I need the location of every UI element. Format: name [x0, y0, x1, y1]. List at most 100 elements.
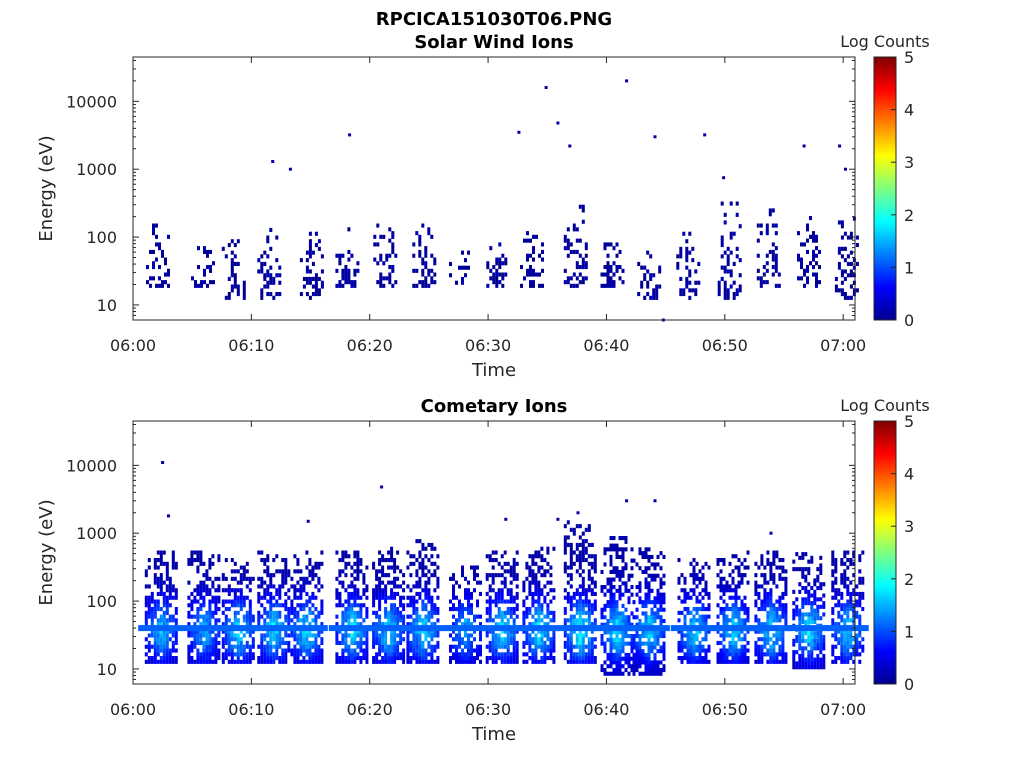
data-cell [566, 591, 570, 596]
data-cell [461, 648, 464, 653]
data-cell [846, 254, 850, 259]
data-cell [206, 283, 209, 288]
data-cell [165, 640, 169, 645]
data-cell [347, 652, 351, 657]
data-cell [569, 640, 573, 645]
data-cell [584, 265, 588, 270]
data-cell [305, 614, 309, 619]
data-cell [227, 637, 231, 642]
data-cell [233, 599, 237, 604]
data-cell [840, 648, 844, 653]
data-cell [525, 561, 529, 566]
data-cell [381, 595, 385, 600]
data-cell [606, 242, 610, 247]
data-cell [587, 527, 591, 532]
data-cell [302, 284, 306, 289]
data-cell [537, 637, 541, 642]
data-cell [772, 633, 776, 638]
data-cell [242, 280, 246, 285]
data-cell [807, 635, 811, 640]
data-cell [552, 629, 556, 634]
data-cell [427, 595, 431, 600]
data-cell [308, 558, 312, 563]
data-cell [390, 656, 394, 661]
data-cell [769, 591, 773, 596]
data-cell [732, 261, 736, 266]
data-cell [509, 565, 513, 570]
data-cell [278, 640, 282, 645]
data-cell [765, 268, 769, 273]
data-cell [816, 578, 820, 583]
data-cell [498, 280, 502, 285]
data-cell [552, 640, 556, 645]
data-point [271, 160, 275, 163]
data-cell [409, 554, 413, 559]
data-cell [778, 607, 782, 612]
data-cell [618, 615, 622, 620]
data-cell [287, 588, 291, 593]
data-cell [855, 288, 859, 293]
data-cell [359, 648, 363, 653]
data-cell [347, 561, 351, 566]
data-cell [260, 254, 264, 259]
data-cell [615, 641, 619, 646]
data-cell [522, 659, 526, 664]
data-cell [406, 633, 410, 638]
data-cell [766, 599, 770, 604]
data-cell [464, 629, 467, 634]
data-cell [731, 648, 735, 653]
data-cell [650, 577, 654, 582]
data-cell [245, 656, 249, 661]
data-cell [855, 591, 859, 596]
data-cell [618, 622, 622, 627]
plot-frame [132, 420, 856, 685]
data-cell [381, 640, 385, 645]
data-cell [406, 565, 410, 570]
data-cell [245, 644, 249, 649]
data-cell [852, 588, 856, 593]
colorbar-tick-label: 5 [904, 48, 914, 67]
data-cell [406, 603, 410, 608]
data-cell [698, 569, 702, 574]
data-cell [807, 597, 811, 602]
data-cell [461, 277, 464, 282]
data-cell [819, 650, 823, 655]
data-cell [689, 633, 693, 638]
data-cell [819, 563, 823, 568]
data-cell [390, 614, 394, 619]
data-cell [391, 234, 395, 239]
data-cell [488, 644, 492, 649]
data-cell [461, 250, 464, 255]
data-cell [284, 629, 288, 634]
data-cell [362, 588, 366, 593]
data-cell [680, 640, 684, 645]
data-cell [314, 276, 318, 281]
data-cell [150, 599, 154, 604]
data-cell [526, 238, 529, 243]
data-cell [299, 569, 303, 574]
data-cell [804, 657, 808, 662]
data-cell [159, 622, 163, 627]
x-tick-label: 06:30 [465, 700, 511, 719]
data-point [653, 135, 657, 139]
data-cell [347, 618, 351, 623]
data-cell [452, 573, 455, 578]
data-cell [199, 637, 203, 642]
data-cell [837, 246, 841, 251]
data-cell [771, 265, 775, 270]
data-cell [606, 603, 610, 608]
data-cell [609, 656, 613, 661]
data-cell [492, 276, 496, 281]
data-cell [208, 576, 212, 581]
data-cell [662, 649, 666, 654]
data-cell [638, 656, 642, 661]
data-cell [695, 561, 699, 566]
data-cell [199, 659, 203, 664]
data-cell [658, 269, 662, 274]
data-cell [305, 644, 309, 649]
data-cell [350, 659, 354, 664]
data-cell [242, 659, 246, 664]
data-cell [242, 603, 246, 608]
data-cell [412, 603, 416, 608]
data-cell [540, 588, 544, 593]
